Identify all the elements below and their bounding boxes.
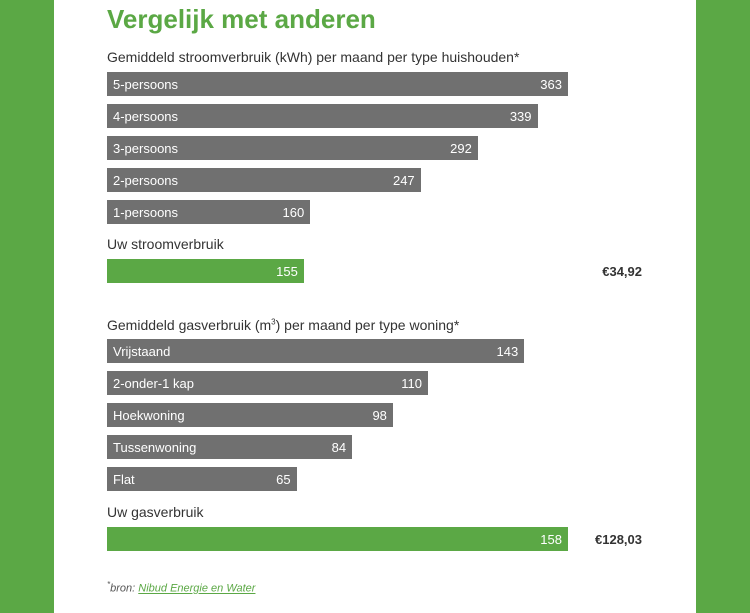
own-usage-bar: 155 bbox=[107, 259, 304, 283]
bar-2-persoons: 2-persoons 247 bbox=[107, 168, 421, 192]
bar-value: 247 bbox=[392, 173, 415, 188]
source-prefix: bron: bbox=[110, 582, 139, 595]
bar-flat: Flat 65 bbox=[107, 467, 297, 491]
bar-value: 110 bbox=[401, 376, 422, 391]
footnote-marker: * bbox=[107, 580, 111, 589]
bar-label: 5-persoons bbox=[113, 77, 179, 92]
bar-value: 363 bbox=[540, 77, 562, 92]
own-electricity-label: Uw stroomverbruik bbox=[107, 236, 224, 252]
bar-label: Vrijstaand bbox=[113, 344, 171, 359]
bar-label: 2-persoons bbox=[113, 173, 179, 188]
bar-value: 292 bbox=[450, 141, 472, 156]
gas-title-text-end: ) per maand per type woning* bbox=[275, 317, 460, 333]
source-link[interactable]: Nibud Energie en Water bbox=[138, 582, 256, 595]
gas-title-sup: 3 bbox=[271, 317, 276, 327]
bar-4-persoons: 4-persoons 339 bbox=[107, 104, 538, 128]
bar-value: 158 bbox=[540, 532, 562, 547]
gas-chart-title: Gemiddeld gasverbruik (m3) per maand per… bbox=[107, 317, 459, 333]
bar-value: 160 bbox=[282, 205, 305, 220]
bar-value: 65 bbox=[276, 472, 291, 487]
bar-label: 3-persoons bbox=[113, 141, 179, 156]
gas-title-text: Gemiddeld gasverbruik (m bbox=[107, 317, 272, 333]
bar-value: 155 bbox=[276, 264, 298, 279]
bar-value: 98 bbox=[372, 408, 387, 423]
own-gas-label: Uw gasverbruik bbox=[107, 504, 204, 520]
bar-label: 2-onder-1 kap bbox=[113, 376, 194, 391]
bar-label: 4-persoons bbox=[113, 109, 179, 124]
bar-value: 339 bbox=[509, 109, 532, 124]
bar-5-persoons: 5-persoons 363 bbox=[107, 72, 568, 96]
own-electricity-price: €34,92 bbox=[602, 264, 642, 279]
page-title: Vergelijk met anderen bbox=[107, 4, 376, 34]
bar-label: Tussenwoning bbox=[113, 440, 197, 455]
source-note: *bron: Nibud Energie en Water bbox=[107, 580, 255, 595]
bar-3-persoons: 3-persoons 292 bbox=[107, 136, 478, 160]
own-usage-bar: 158 bbox=[107, 527, 568, 551]
bar-label: 1-persoons bbox=[113, 205, 179, 220]
bar-hoekwoning: Hoekwoning 98 bbox=[107, 403, 393, 427]
bar-tussenwoning: Tussenwoning 84 bbox=[107, 435, 353, 459]
bar-1-persoons: 1-persoons 160 bbox=[107, 200, 311, 224]
electricity-chart-title: Gemiddeld stroomverbruik (kWh) per maand… bbox=[107, 49, 520, 65]
bar-vrijstaand: Vrijstaand 143 bbox=[107, 339, 525, 363]
bar-label: Hoekwoning bbox=[113, 408, 185, 423]
bar-2-onder-1-kap: 2-onder-1 kap 110 bbox=[107, 371, 428, 395]
own-gas-price: €128,03 bbox=[595, 532, 642, 547]
bar-value: 143 bbox=[496, 344, 519, 359]
bar-label: Flat bbox=[113, 472, 135, 487]
comparison-panel: Vergelijk met anderen Gemiddeld stroomve… bbox=[54, 0, 696, 613]
bar-value: 84 bbox=[331, 440, 347, 455]
